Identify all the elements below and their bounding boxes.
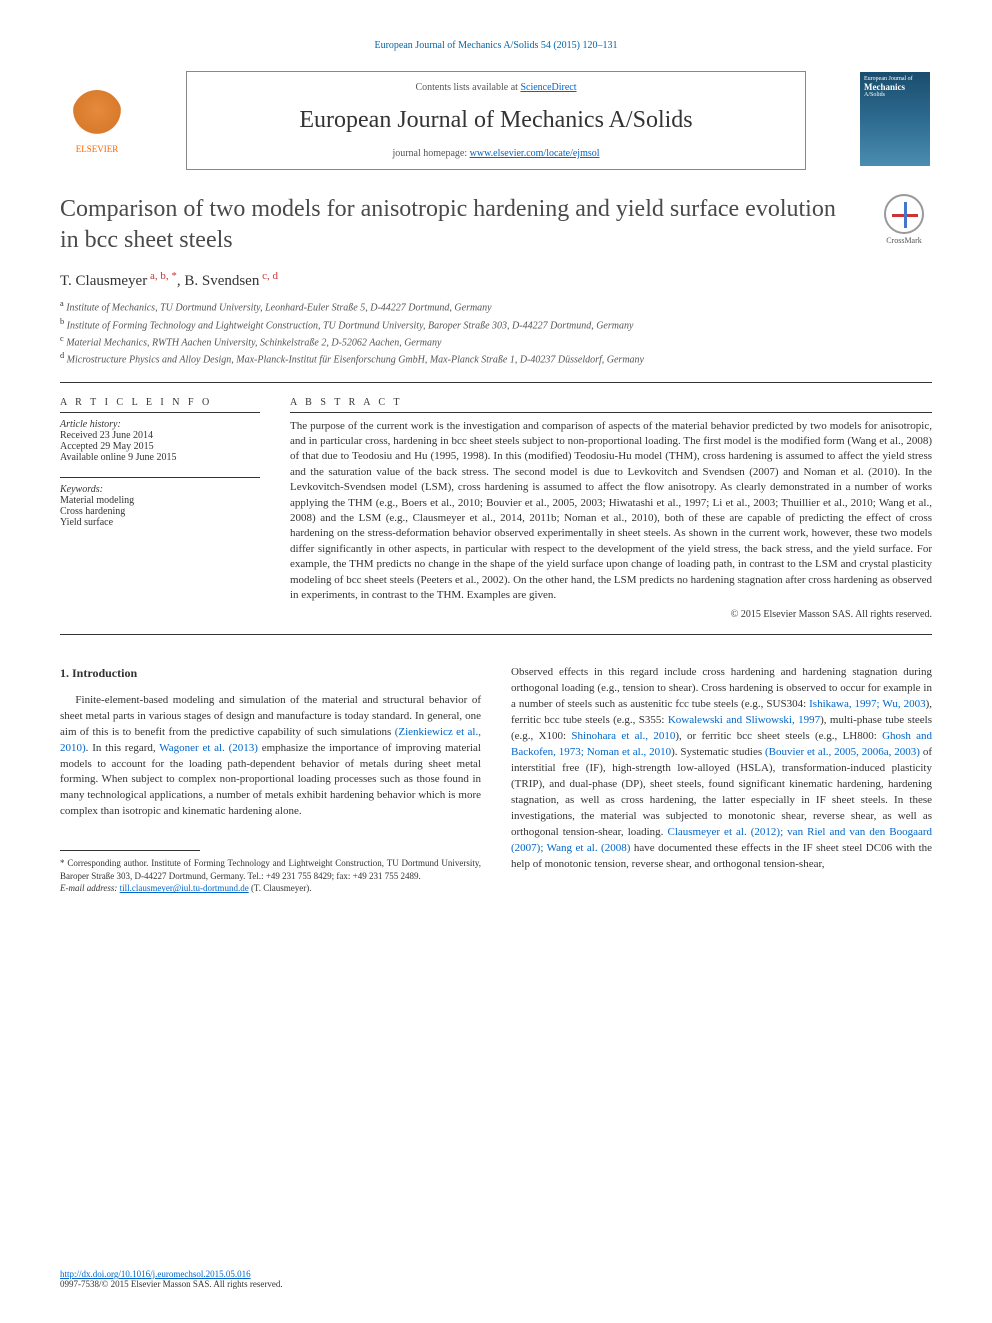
abstract-heading: A B S T R A C T [290,397,932,408]
footnote-separator [60,850,200,851]
history-accepted: Accepted 29 May 2015 [60,441,260,452]
journal-homepage-line: journal homepage: www.elsevier.com/locat… [201,148,791,159]
keyword-3: Yield surface [60,517,260,528]
cite-kowalewski[interactable]: Kowalewski and Sliwowski, 1997 [668,714,820,726]
author-1: T. Clausmeyer [60,273,147,289]
body-column-left: 1. Introduction Finite-element-based mod… [60,665,481,895]
article-title: Comparison of two models for anisotropic… [60,194,876,256]
contents-box: Contents lists available at ScienceDirec… [186,71,806,170]
homepage-label: journal homepage: [392,148,469,159]
keywords-label: Keywords: [60,484,260,495]
history-received: Received 23 June 2014 [60,430,260,441]
intro-paragraph-left: Finite-element-based modeling and simula… [60,693,481,821]
elsevier-label: ELSEVIER [76,144,119,154]
body-columns: 1. Introduction Finite-element-based mod… [60,665,932,895]
author-2-aff-marks: c, d [259,270,278,282]
journal-name: European Journal of Mechanics A/Solids [201,107,791,134]
doi-link[interactable]: http://dx.doi.org/10.1016/j.euromechsol.… [60,1269,251,1279]
section-1-heading: 1. Introduction [60,665,481,682]
page-bottom-info: http://dx.doi.org/10.1016/j.euromechsol.… [60,1269,283,1289]
history-label: Article history: [60,419,260,430]
cite-ishikawa-wu[interactable]: Ishikawa, 1997; Wu, 2003 [809,698,925,710]
info-abstract-row: A R T I C L E I N F O Article history: R… [60,397,932,621]
header-citation: European Journal of Mechanics A/Solids 5… [60,40,932,51]
title-row: Comparison of two models for anisotropic… [60,194,932,256]
footnotes-block: * Corresponding author. Institute of For… [60,857,481,895]
contents-available-line: Contents lists available at ScienceDirec… [201,82,791,93]
affiliation-b: b Institute of Forming Technology and Li… [60,316,932,333]
section-rule-top [60,382,932,383]
keyword-1: Material modeling [60,495,260,506]
affiliations-block: a Institute of Mechanics, TU Dortmund Un… [60,298,932,367]
body-column-right: Observed effects in this regard include … [511,665,932,895]
history-online: Available online 9 June 2015 [60,452,260,463]
abstract-copyright: © 2015 Elsevier Masson SAS. All rights r… [290,609,932,620]
cover-title-sub: A/Solids [864,92,926,98]
author-2: , B. Svendsen [177,273,260,289]
elsevier-logo: ELSEVIER [62,82,132,162]
journal-cover-thumbnail: European Journal of Mechanics A/Solids [860,72,930,166]
affiliation-d: d Microstructure Physics and Alloy Desig… [60,350,932,367]
issn-copyright: 0997-7538/© 2015 Elsevier Masson SAS. Al… [60,1279,283,1289]
contents-available-text: Contents lists available at [415,82,520,93]
article-info-col: A R T I C L E I N F O Article history: R… [60,397,260,621]
info-subrule-1 [60,412,260,413]
affiliation-a: a Institute of Mechanics, TU Dortmund Un… [60,298,932,315]
cover-title-main: Mechanics [864,82,926,92]
abstract-subrule [290,412,932,413]
abstract-text: The purpose of the current work is the i… [290,419,932,604]
sciencedirect-link[interactable]: ScienceDirect [520,82,576,93]
crossmark-label: CrossMark [886,236,922,245]
article-info-heading: A R T I C L E I N F O [60,397,260,408]
author-email-link[interactable]: till.clausmeyer@iul.tu-dortmund.de [120,883,249,893]
elsevier-tree-icon [72,90,122,140]
journal-homepage-link[interactable]: www.elsevier.com/locate/ejmsol [470,148,600,159]
section-rule-bottom [60,634,932,635]
crossmark-badge[interactable]: CrossMark [876,194,932,250]
intro-paragraph-right: Observed effects in this regard include … [511,665,932,872]
affiliation-c: c Material Mechanics, RWTH Aachen Univer… [60,333,932,350]
author-1-aff-marks: a, b, * [147,270,177,282]
abstract-col: A B S T R A C T The purpose of the curre… [290,397,932,621]
cite-bouvier[interactable]: (Bouvier et al., 2005, 2006a, 2003) [765,746,920,758]
corresponding-author-note: * Corresponding author. Institute of For… [60,857,481,882]
info-subrule-2 [60,477,260,478]
keyword-2: Cross hardening [60,506,260,517]
email-line: E-mail address: till.clausmeyer@iul.tu-d… [60,882,481,895]
cite-wagoner[interactable]: Wagoner et al. (2013) [159,742,258,754]
cite-shinohara[interactable]: Shinohara et al., 2010 [571,730,675,742]
crossmark-icon [884,194,924,234]
authors-line: T. Clausmeyer a, b, *, B. Svendsen c, d [60,270,932,290]
